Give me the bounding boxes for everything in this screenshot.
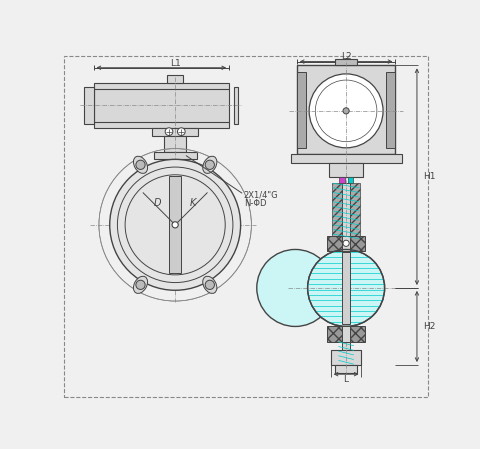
- Bar: [342, 326, 350, 342]
- Text: N-ΦD: N-ΦD: [244, 199, 266, 208]
- Text: H2: H2: [423, 322, 435, 331]
- Ellipse shape: [203, 276, 217, 293]
- Text: K: K: [190, 198, 196, 208]
- Bar: [164, 136, 186, 153]
- Bar: [297, 71, 306, 148]
- Bar: [152, 128, 198, 136]
- Bar: [327, 236, 342, 251]
- Bar: [168, 75, 183, 83]
- Circle shape: [178, 128, 185, 136]
- Text: D: D: [154, 198, 161, 208]
- Bar: [327, 326, 342, 342]
- Text: 2X1/4"G: 2X1/4"G: [244, 190, 278, 199]
- Bar: [291, 154, 402, 163]
- Ellipse shape: [203, 156, 217, 173]
- Circle shape: [308, 250, 384, 326]
- Circle shape: [165, 128, 173, 136]
- Bar: [297, 66, 396, 154]
- Bar: [332, 183, 342, 236]
- Circle shape: [110, 159, 240, 290]
- Bar: [342, 236, 350, 251]
- Bar: [339, 177, 345, 183]
- Bar: [94, 83, 229, 128]
- Bar: [331, 350, 361, 365]
- Bar: [329, 163, 363, 177]
- Circle shape: [257, 250, 334, 326]
- Bar: [336, 365, 357, 373]
- Circle shape: [205, 280, 215, 290]
- Ellipse shape: [133, 276, 147, 293]
- Circle shape: [136, 280, 145, 290]
- Circle shape: [343, 240, 349, 247]
- Bar: [342, 342, 350, 365]
- Circle shape: [136, 160, 145, 169]
- Bar: [350, 326, 365, 342]
- Bar: [169, 176, 181, 273]
- Bar: [348, 177, 353, 183]
- Circle shape: [205, 160, 215, 169]
- Bar: [336, 59, 357, 66]
- Text: H1: H1: [423, 172, 435, 181]
- Bar: [154, 153, 197, 159]
- Circle shape: [309, 74, 383, 148]
- Bar: [342, 183, 350, 236]
- Bar: [350, 183, 360, 236]
- Bar: [234, 87, 238, 124]
- Bar: [386, 71, 396, 148]
- Bar: [350, 236, 365, 251]
- Bar: [342, 252, 350, 324]
- Text: L1: L1: [170, 59, 180, 68]
- Text: L: L: [344, 375, 348, 384]
- Circle shape: [343, 108, 349, 114]
- Bar: [84, 87, 94, 124]
- Text: L2: L2: [341, 53, 351, 62]
- Ellipse shape: [133, 156, 147, 173]
- Circle shape: [172, 222, 178, 228]
